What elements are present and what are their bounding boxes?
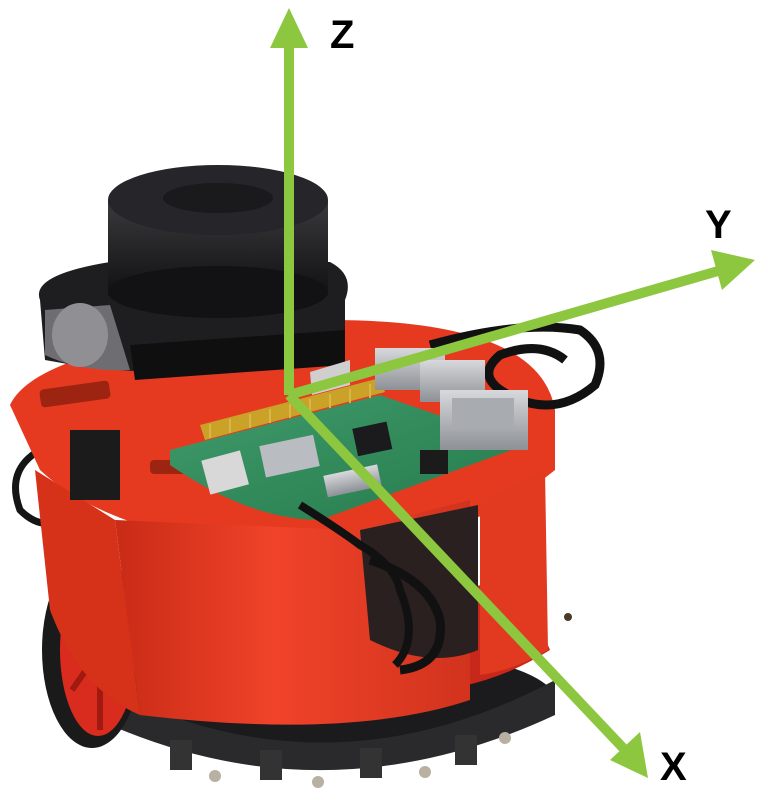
- z-axis-arrowhead: [270, 8, 308, 48]
- y-axis-line: [287, 264, 727, 400]
- y-axis-arrowhead: [711, 250, 755, 290]
- robot: [10, 165, 605, 788]
- x-axis-label: X: [660, 745, 687, 789]
- x-axis-line: [285, 391, 629, 754]
- coordinate-axes: Z Y X: [270, 8, 755, 789]
- z-axis-label: Z: [330, 13, 354, 57]
- debris-dot: [564, 613, 572, 621]
- y-axis-label: Y: [705, 203, 732, 247]
- x-axis-arrowhead: [610, 732, 648, 778]
- lidar-sensor: [38, 165, 350, 395]
